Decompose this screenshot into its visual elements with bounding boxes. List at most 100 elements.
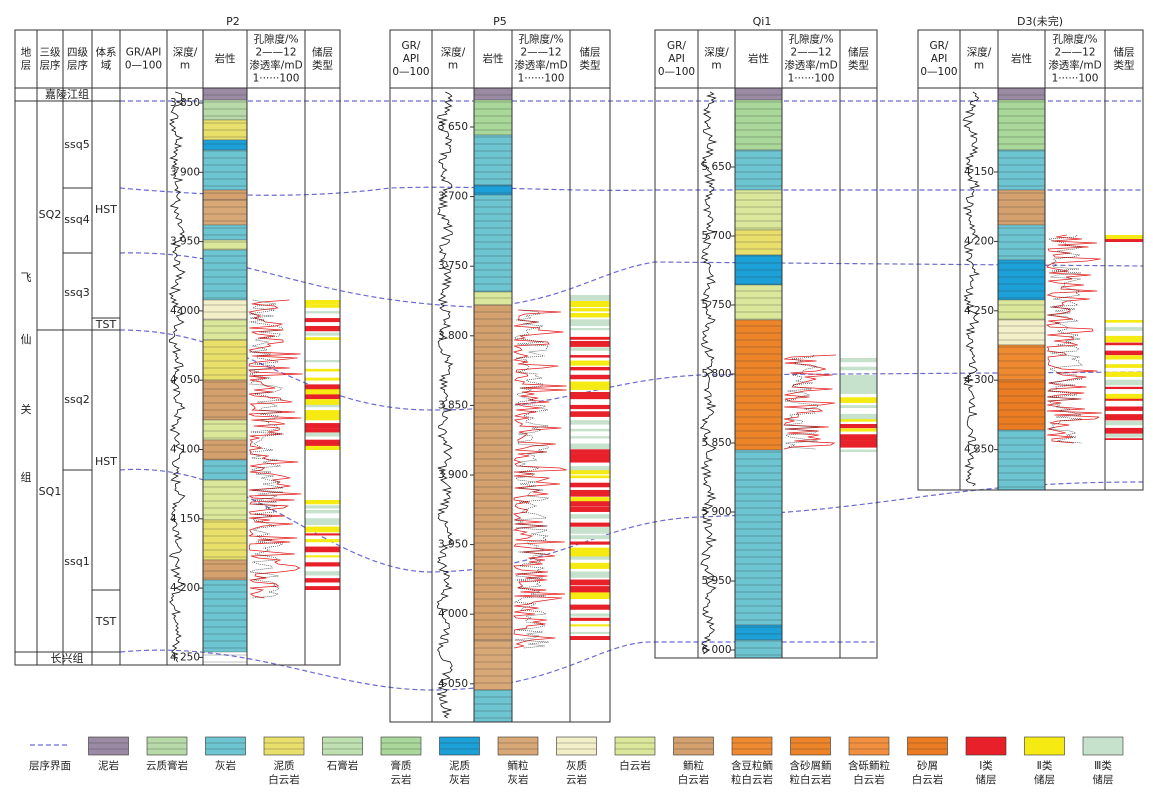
reservoir-band <box>570 466 610 473</box>
reservoir-band <box>570 535 610 540</box>
depth-label: 4 300 <box>964 374 994 386</box>
reservoir-band <box>305 428 340 433</box>
reservoir-band <box>305 539 340 543</box>
depth-label: 5 950 <box>701 575 731 587</box>
depth-label: 3 950 <box>170 236 200 248</box>
gr-curve <box>436 91 454 719</box>
column-header: 孔隙度/% <box>518 33 563 46</box>
legend-swatch <box>614 736 656 756</box>
column-header: 四级 <box>67 47 88 59</box>
column-header: 0—100 <box>920 66 957 78</box>
lithology-block <box>202 339 248 381</box>
reservoir-band <box>305 332 340 336</box>
sequence-boundary <box>119 186 1143 196</box>
legend-swatch <box>146 736 188 756</box>
reservoir-band <box>570 336 610 340</box>
reservoir-band <box>305 526 340 533</box>
legend-label: 石膏岩 <box>327 759 359 772</box>
column-header: m <box>448 60 458 72</box>
lithology-block <box>734 189 783 231</box>
lithology-block <box>997 189 1046 226</box>
well-frame <box>389 29 611 723</box>
reservoir-band <box>840 428 877 432</box>
depth-label: 4 350 <box>964 444 994 456</box>
legend-label: 含豆粒鲕 <box>731 759 773 772</box>
reservoir-band <box>305 304 340 308</box>
column-header: 岩性 <box>1011 52 1032 65</box>
column-header: API <box>668 53 685 65</box>
lithology-block <box>997 259 1046 301</box>
reservoir-band <box>570 396 610 400</box>
reservoir-band <box>840 440 877 448</box>
reservoir-band <box>1105 342 1143 346</box>
column-header: 渗透率/mD <box>249 59 302 72</box>
column-header: 体系 <box>96 47 117 59</box>
stratigraphy <box>15 100 120 653</box>
reservoir-band <box>570 489 610 497</box>
lithology-block <box>202 379 248 421</box>
lithology-block <box>997 429 1046 491</box>
legend-swatch <box>88 736 129 756</box>
column-header: API <box>931 53 948 65</box>
depth-label: 6 000 <box>701 644 731 656</box>
column-header: 地 <box>21 46 32 59</box>
subsequence-label: ssq3 <box>64 286 89 299</box>
column-header: 1······100 <box>518 73 565 85</box>
depth-label: 3 900 <box>170 166 200 178</box>
column-header: 类型 <box>848 59 869 72</box>
reservoir-band <box>305 404 340 408</box>
systems-tract-label: HST <box>95 203 117 216</box>
lithology-block <box>734 449 783 626</box>
reservoir-band <box>1105 406 1143 411</box>
legend-swatch <box>556 736 597 756</box>
subsequence-label: ssq1 <box>64 555 89 568</box>
legend-label: 储层 <box>1093 773 1114 786</box>
reservoir-band <box>570 420 610 425</box>
reservoir-band <box>305 311 340 314</box>
reservoir-band <box>305 300 340 305</box>
column-header: 类型 <box>580 59 601 72</box>
reservoir-band <box>570 355 610 358</box>
reservoir-band <box>570 547 610 555</box>
column-header: 储层 <box>312 46 333 59</box>
depth-label: 5 700 <box>701 230 731 242</box>
column-header: 层序 <box>67 59 88 72</box>
lithology-block <box>997 99 1046 151</box>
lithology-block <box>473 304 513 641</box>
lithology-block <box>734 284 783 321</box>
lithology-block <box>734 229 783 256</box>
column-header: GR/API <box>126 47 162 59</box>
column-header: m <box>974 60 984 72</box>
legend-swatch <box>673 736 714 756</box>
column-header: 2——12 <box>790 47 831 59</box>
legend-label: 云岩 <box>566 773 587 786</box>
column-header: 储层 <box>848 46 869 59</box>
column-header: 岩性 <box>748 52 769 65</box>
column-header: 0—100 <box>125 60 162 72</box>
lithology-block <box>734 99 783 151</box>
porosity-curve <box>1045 234 1102 444</box>
well-panel <box>654 29 878 659</box>
legend-label: 泥岩 <box>98 759 119 772</box>
column-header: 渗透率/mD <box>1048 59 1101 72</box>
lithology-block <box>997 149 1046 191</box>
lithology-block <box>202 419 248 441</box>
reservoir-band <box>305 500 340 505</box>
depth-label: 4 250 <box>964 305 994 317</box>
reservoir-band <box>305 318 340 323</box>
reservoir-band <box>305 432 340 437</box>
gr-curve <box>962 91 981 487</box>
porosity-curve <box>512 309 567 649</box>
depth-label: 4 000 <box>170 305 200 317</box>
legend-label: 含砂屑鲕 <box>790 759 832 772</box>
legend-label: 储层 <box>976 773 997 786</box>
lithology-block <box>202 249 248 301</box>
reservoir-band <box>570 340 610 347</box>
reservoir-band <box>840 385 877 393</box>
legend-swatch <box>439 736 480 756</box>
legend-label: 含砾鲕粒 <box>848 759 890 772</box>
depth-label: 3 750 <box>438 260 468 272</box>
reservoir-band <box>570 613 610 617</box>
lithology-block <box>997 87 1046 101</box>
